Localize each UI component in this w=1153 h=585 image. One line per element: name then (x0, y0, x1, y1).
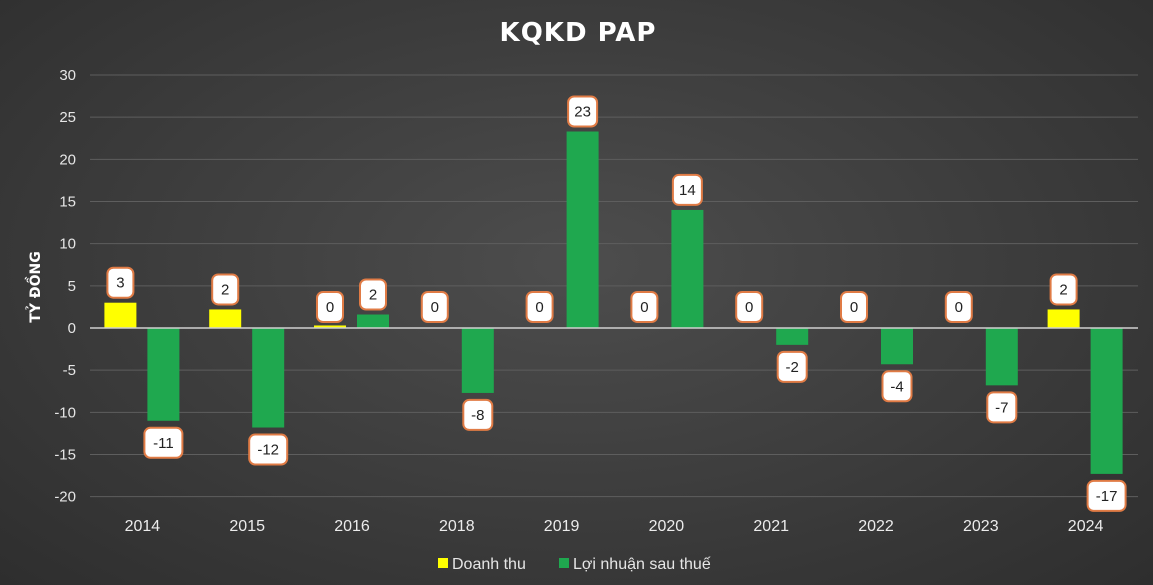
data-label: 0 (431, 299, 439, 316)
y-tick-label: -15 (54, 447, 76, 464)
bar (357, 314, 389, 328)
data-label-box (630, 291, 659, 323)
data-label: -11 (153, 435, 174, 452)
x-tick-label: 2022 (858, 518, 894, 535)
data-label-box (735, 291, 764, 323)
data-label: 14 (679, 182, 696, 199)
legend-label-doanh-thu: Doanh thu (452, 556, 526, 573)
data-label: 0 (640, 299, 648, 316)
bar (461, 328, 494, 393)
data-label-box (567, 95, 599, 128)
data-label-box (671, 173, 703, 206)
bar (1090, 328, 1123, 474)
data-label: 0 (745, 299, 753, 316)
bars (104, 131, 1123, 474)
legend-swatch-doanh-thu (438, 558, 448, 568)
data-label-box (143, 426, 184, 459)
data-label-box (106, 266, 135, 299)
bar (314, 325, 346, 328)
y-tick-label: 10 (59, 236, 76, 253)
bar (671, 209, 704, 328)
bar (566, 131, 599, 328)
data-label: -4 (890, 378, 903, 395)
data-labels: 3 -11 2 -12 0 2 0 -8 0 23 0 14 0 -2 0 -4 0 -7 2 -17 (106, 95, 1127, 512)
legend-label-loi-nhuan: Lợi nhuận sau thuế (573, 556, 711, 573)
data-label-box (776, 350, 808, 383)
x-tick-label: 2021 (753, 518, 789, 535)
y-tick-label: -20 (54, 489, 76, 506)
legend-swatch-loi-nhuan (559, 558, 569, 568)
x-tick-label: 2014 (125, 518, 161, 535)
data-label: 0 (850, 299, 858, 316)
y-tick-label: -5 (63, 362, 76, 379)
data-label: 3 (116, 275, 124, 292)
bar (147, 328, 180, 421)
data-label: 2 (1059, 281, 1067, 298)
bar (209, 309, 242, 328)
gridlines (90, 74, 1138, 498)
data-label-box (881, 370, 913, 403)
bar (881, 328, 913, 365)
data-label-box (316, 291, 344, 323)
x-tick-label: 2016 (334, 518, 370, 535)
y-tick-label: 20 (59, 151, 76, 168)
data-label-box (944, 291, 973, 323)
data-label: 2 (221, 281, 229, 298)
y-tick-label: 25 (59, 109, 76, 126)
data-label-box (1049, 273, 1078, 306)
data-label: 23 (574, 104, 591, 121)
x-tick-label: 2024 (1068, 518, 1104, 535)
data-label-box (525, 291, 554, 323)
x-tick-label: 2019 (544, 518, 580, 535)
x-tick-label: 2023 (963, 518, 999, 535)
bar (104, 302, 137, 328)
y-tick-label: 0 (68, 320, 76, 337)
bar (252, 328, 285, 428)
x-tick-label: 2018 (439, 518, 475, 535)
y-tick-label: -10 (54, 404, 76, 421)
data-label: -17 (1096, 488, 1118, 505)
data-label: -2 (786, 359, 799, 376)
bar (1047, 309, 1080, 328)
y-axis-ticks: 30 25 20 15 10 5 0 -5 -10 -15 -20 (54, 67, 76, 506)
data-label-box (462, 398, 494, 431)
data-label-box (211, 273, 240, 306)
y-tick-label: 5 (68, 278, 76, 295)
x-tick-label: 2015 (229, 518, 265, 535)
y-tick-label: 15 (59, 194, 76, 211)
data-label-box (1086, 479, 1127, 512)
data-label: -7 (995, 399, 1008, 416)
data-label-box (986, 391, 1018, 424)
data-label-box (420, 291, 449, 323)
legend: Doanh thu Lợi nhuận sau thuế (438, 556, 711, 573)
data-label: 0 (326, 299, 334, 316)
data-label: -12 (257, 442, 279, 459)
x-axis-ticks: 2014 2015 2016 2018 2019 2020 2021 2022 2023 2024 (125, 518, 1104, 535)
bar (776, 328, 809, 345)
data-label: -8 (471, 407, 484, 424)
bar (985, 328, 1018, 386)
data-label: 0 (535, 299, 543, 316)
x-tick-label: 2020 (649, 518, 685, 535)
data-label: 2 (369, 287, 377, 304)
chart-title: KQKD PAP (500, 18, 657, 48)
y-axis-label: TỶ ĐỒNG (25, 251, 44, 322)
data-label: 0 (955, 299, 963, 316)
data-label-box (359, 278, 387, 311)
data-label-box (248, 433, 289, 466)
y-tick-label: 30 (59, 67, 76, 84)
data-label-box (840, 291, 868, 323)
